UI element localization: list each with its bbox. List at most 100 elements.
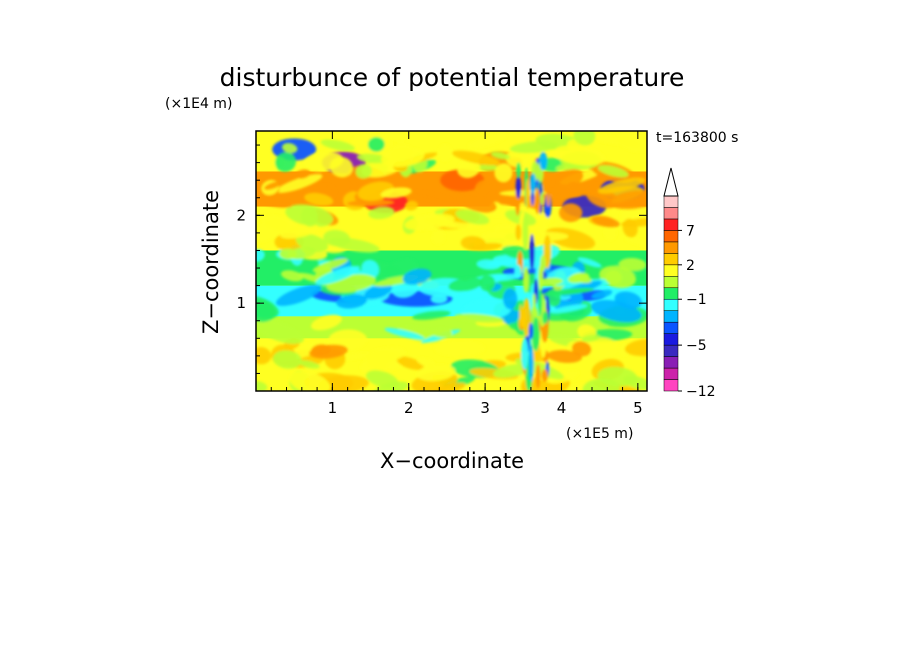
contour-blob [416,357,435,367]
x-unit-label: (×1E5 m) [566,426,633,442]
contour-blob [298,360,320,369]
contour-blob [591,216,620,228]
contour-blob [380,187,412,199]
contour-blob [416,364,456,382]
contour-blob [624,237,647,250]
contour-blob [460,236,486,251]
contour-blob [604,224,617,241]
contour-blob [457,158,481,179]
contour-streak [521,338,529,370]
y-axis: 12 [236,144,647,374]
contour-blob [368,206,395,220]
contour-blob [309,344,348,359]
colorbar-swatch [663,356,679,369]
contour-streak [532,293,536,309]
contour-streak [535,364,541,389]
contour-blob [361,259,379,280]
contour-blob [502,288,518,310]
contour-streak [515,224,522,241]
contour-blob [499,189,547,197]
contour-blob [591,299,642,323]
colorbar-swatch [663,321,679,334]
contour-blob [550,304,588,314]
contour-blob [384,327,425,340]
contour-blob [301,206,318,227]
contour-blob [355,164,372,179]
contour-streak [539,151,548,171]
contour-blob [571,341,592,357]
contour-blob [310,314,342,331]
contour-blob [475,164,500,171]
contour-blob [364,283,393,300]
x-tick-label: 3 [480,399,490,417]
contour-blob [573,131,596,146]
contour-streak [516,162,521,178]
contour-blob [577,257,602,268]
y-tick-label: 1 [236,294,246,312]
contour-blob [282,143,298,154]
colorbar-label: −1 [686,292,707,308]
contour-streak [529,233,535,271]
contour-blob [256,381,268,391]
contour-blob [279,248,297,260]
chart-title: disturbunce of potential temperature [220,63,685,92]
contour-blob [430,294,448,304]
colorbar: −12−5−127 [663,167,716,400]
contour-streak [532,317,540,352]
contour-blob [256,299,276,323]
x-tick-label: 5 [633,399,643,417]
contour-blob [438,144,453,162]
contour-blob [618,257,647,271]
contour-blob [493,364,530,378]
plot-frame [255,130,648,392]
contour-streak [540,192,544,206]
contour-blob [605,270,622,285]
contour-streak [528,322,534,340]
contour-blob [280,224,320,239]
contour-blob [289,371,331,391]
contour-blob [597,177,646,194]
contour-blob [432,229,446,245]
contour-blob [583,337,620,359]
colorbar-swatch [663,195,679,208]
contour-streak [546,187,551,207]
plot-area [256,131,647,391]
contour-streak [541,369,549,382]
x-axis: 1 2 3 4 5 [270,131,643,417]
contour-blob [264,181,282,190]
contour-blob [458,193,497,213]
colorbar-label: 7 [686,223,695,239]
contour-streak [522,298,531,337]
colorbar-extend-arrow [663,167,679,197]
contour-blob [474,179,494,198]
contour-blob [320,139,355,151]
contour-blob [581,334,601,342]
contour-blob [476,259,502,270]
contour-streak [538,264,544,291]
contour-blob [582,378,620,391]
contour-blob [304,192,334,206]
contour-blob [275,152,297,172]
contour-blob [404,213,455,231]
contour-blob [295,169,311,179]
colorbar-swatch [663,310,679,323]
contour-streak [529,173,536,194]
contour-blob [617,131,647,153]
contour-blob [257,320,304,344]
y-unit-label: (×1E4 m) [165,96,232,112]
contour-blob [295,233,329,253]
contour-blob [367,137,385,152]
colorbar-swatch [663,230,679,243]
contour-blob [412,310,451,320]
contour-blob [452,150,500,166]
x-tick-label: 4 [557,399,567,417]
time-label: t=163800 s [656,130,738,146]
contour-blob [256,249,265,262]
contour-blob [390,144,413,161]
contour-blob [336,294,368,309]
contour-blob [546,288,561,307]
contour-streak [534,189,541,215]
contour-blob [272,350,302,369]
contour-blob [454,313,504,323]
